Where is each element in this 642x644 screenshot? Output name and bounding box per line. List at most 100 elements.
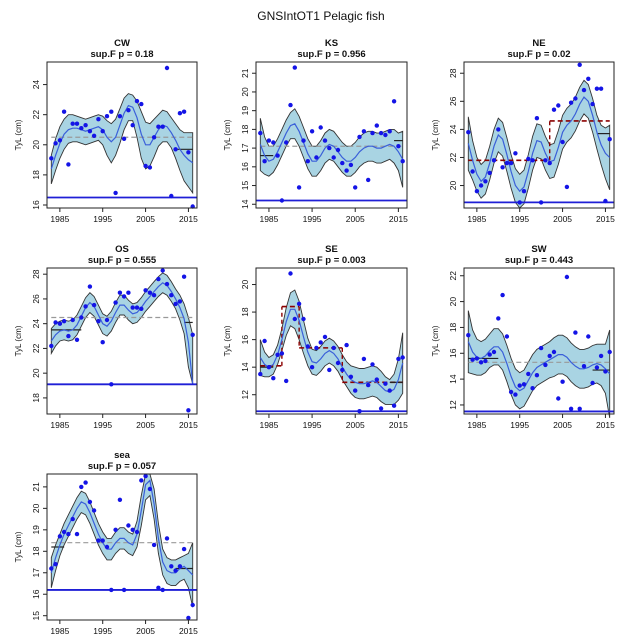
x-tick-label: 2005 [346,420,365,430]
y-axis-label: TyL (cm) [14,325,23,356]
data-point [530,386,535,391]
panel-title: OS [115,244,129,255]
data-point [49,566,54,571]
data-point [143,288,148,293]
data-point [109,382,114,387]
data-point [396,144,401,149]
data-point [374,123,379,128]
data-point [109,587,114,593]
data-point [61,109,67,114]
data-point [534,116,540,121]
smooth-line [50,282,194,385]
data-point [70,121,75,126]
data-point [292,65,297,70]
data-point [603,369,608,374]
data-point [560,139,565,145]
data-point [173,568,178,573]
panel-subtitle: sup.F p = 0.555 [88,255,157,266]
data-point [151,135,157,140]
data-point [547,353,552,359]
data-point [266,138,272,143]
data-point [500,165,505,170]
data-point [353,185,358,190]
plot-frame [255,61,408,209]
x-tick-label: 1995 [303,214,322,224]
y-tick-label: 18 [31,393,41,403]
data-point [96,117,101,122]
data-point [143,163,148,169]
data-point [113,300,118,305]
y-tick-label: 20 [240,280,250,290]
data-point [57,534,63,539]
data-point [598,86,604,91]
y-tick-label: 18 [240,307,250,317]
data-point [314,345,319,351]
data-point [117,114,123,119]
data-point [357,134,362,140]
data-point [496,316,501,321]
data-point [573,330,578,335]
data-point [366,177,371,183]
data-point [344,168,349,173]
y-tick-label: 16 [448,348,458,358]
data-point [177,564,183,569]
data-point [603,198,608,204]
y-tick-label: 22 [31,343,41,353]
data-point [301,138,306,143]
smooth-line [467,96,611,193]
data-point [173,147,178,152]
data-point [87,284,93,289]
y-tick-label: 28 [448,68,458,78]
data-point [478,360,484,365]
y-tick-label: 15 [240,181,250,191]
data-point [586,334,591,339]
data-point [483,358,488,364]
data-point [186,150,191,155]
x-tick-label: 1995 [510,420,529,430]
data-point [400,159,405,164]
data-point [177,299,183,304]
data-point [483,179,488,184]
data-point [361,356,367,362]
smooth-line [259,308,404,393]
y-tick-label: 21 [240,68,250,78]
data-point [305,159,310,164]
data-point [586,76,591,82]
x-tick-label: 1995 [93,420,112,430]
data-point [543,362,548,368]
data-point [164,65,170,71]
y-tick-label: 20 [240,87,250,97]
x-tick-label: 2005 [136,626,155,636]
data-point [49,343,54,349]
data-point [79,484,84,490]
data-point [340,160,345,166]
x-tick-label: 2015 [596,420,615,430]
data-point [53,141,58,146]
data-point [79,315,84,320]
data-point [96,319,101,324]
data-point [335,147,341,153]
data-point [538,345,544,351]
y-tick-label: 16 [240,162,250,172]
data-point [147,290,153,295]
x-tick-label: 1995 [510,214,529,224]
data-point [91,302,97,308]
data-point [164,281,170,287]
panel-title: KS [325,38,338,49]
data-point [177,111,183,116]
data-point [581,364,587,369]
data-point [526,371,531,377]
data-point [121,587,127,593]
data-point [279,198,285,203]
data-point [271,140,276,145]
y-tick-label: 22 [448,271,458,281]
data-point [366,382,371,388]
data-point [491,349,497,355]
data-point [318,340,323,345]
data-point [284,378,289,384]
smooth-line [50,479,194,576]
data-point [581,87,587,93]
data-point [296,301,302,306]
y-axis-label: TyL (cm) [223,119,232,150]
